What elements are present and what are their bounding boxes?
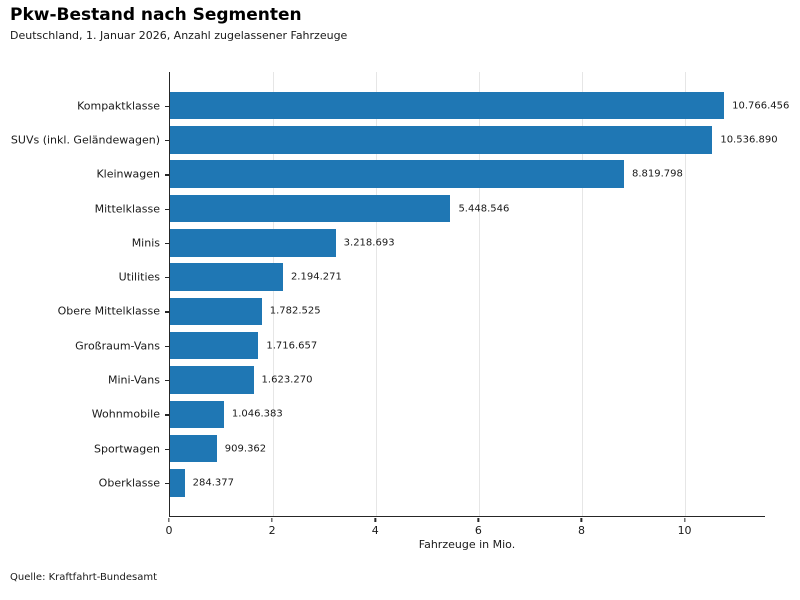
y-tick (165, 208, 169, 210)
value-label: 3.218.693 (343, 237, 395, 249)
x-tick (168, 518, 170, 522)
category-label: Wohnmobile (91, 407, 160, 421)
category-label: Minis (131, 236, 160, 250)
bar (170, 91, 725, 120)
category-label: Utilities (118, 270, 160, 284)
bar-row: Sportwagen 909.362 (94, 432, 765, 466)
category-label: Oberklasse (98, 476, 160, 490)
x-tick (374, 518, 376, 522)
category-label: Sportwagen (94, 442, 160, 456)
x-axis: 0 2 4 6 8 10 (165, 517, 765, 541)
y-tick (165, 242, 169, 245)
value-label: 284.377 (192, 477, 234, 489)
source-note: Quelle: Kraftfahrt-Bundesamt (10, 572, 157, 583)
x-tick-label: 8 (577, 524, 585, 537)
bar (170, 469, 185, 497)
y-tick (165, 139, 169, 142)
y-tick (165, 277, 169, 279)
gridline (478, 72, 480, 516)
value-label: 5.448.546 (458, 203, 510, 215)
chart-title: Pkw-Bestand nach Segmenten (10, 5, 302, 25)
bar (170, 400, 224, 429)
category-label: Obere Mittelklasse (57, 304, 160, 318)
x-tick-label: 2 (268, 524, 276, 537)
gridline (375, 72, 377, 516)
y-tick (165, 105, 169, 107)
gridline (581, 72, 583, 516)
bar (170, 194, 451, 223)
bar (170, 126, 713, 154)
value-label: 10.536.890 (720, 134, 778, 146)
category-label: SUVs (inkl. Geländewagen) (10, 133, 160, 147)
category-label: Mittelklasse (94, 202, 160, 216)
value-label: 10.766.456 (732, 100, 790, 112)
bar-row: Kleinwagen 8.819.798 (96, 157, 765, 191)
bar (170, 434, 217, 463)
bar-row: SUVs (inkl. Geländewagen) 10.536.890 (11, 123, 778, 157)
value-label: 1.716.657 (266, 340, 318, 352)
bar-row: Oberklasse 284.377 (99, 466, 765, 500)
x-tick-label: 10 (677, 524, 692, 537)
x-tick (271, 518, 273, 522)
bar-row: Utilities 2.194.271 (119, 260, 765, 294)
category-label: Großraum-Vans (75, 339, 160, 353)
bar (170, 366, 254, 394)
bar (170, 263, 283, 291)
bar-row: Mittelklasse 5.448.546 (95, 191, 765, 225)
value-label: 1.782.525 (269, 305, 321, 317)
plot-area: Kompaktklasse 10.766.456 SUVs (inkl. Gelän… (11, 72, 789, 517)
bar-row: Kompaktklasse 10.766.456 (77, 89, 789, 123)
bar-row: Wohnmobile 1.046.383 (92, 397, 765, 431)
chart-subtitle: Deutschland, 1. Januar 2026, Anzahl zuge… (10, 29, 348, 42)
bar-row: Mini-Vans 1.623.270 (108, 363, 765, 397)
bar (170, 331, 259, 360)
bar-row: Minis 3.218.693 (132, 226, 765, 260)
y-tick (165, 414, 169, 416)
y-tick (165, 380, 169, 382)
y-tick (165, 448, 169, 450)
value-label: 1.623.270 (261, 374, 313, 386)
x-tick (683, 518, 686, 522)
gridline (272, 72, 274, 516)
x-tick-label: 6 (474, 524, 482, 537)
y-tick (165, 311, 169, 313)
value-label: 2.194.271 (290, 271, 342, 283)
x-axis-label: Fahrzeuge in Mio. (418, 538, 516, 551)
x-tick-label: 0 (165, 524, 173, 537)
category-label: Mini-Vans (107, 373, 160, 387)
x-tick-label: 4 (371, 524, 379, 537)
bar (170, 160, 624, 188)
category-label: Kleinwagen (96, 167, 160, 181)
bar (170, 297, 262, 326)
y-tick (165, 345, 169, 348)
value-label: 909.362 (224, 443, 267, 455)
y-tick (165, 482, 169, 485)
y-tick (165, 174, 169, 176)
bar-row: Obere Mittelklasse 1.782.525 (58, 294, 765, 328)
gridline (684, 72, 686, 516)
bar (170, 229, 336, 257)
category-label: Kompaktklasse (77, 99, 160, 113)
bar-row: Großraum-Vans 1.716.657 (75, 329, 765, 363)
x-tick (580, 518, 583, 522)
x-tick (477, 518, 479, 522)
value-label: 1.046.383 (231, 408, 283, 420)
value-label: 8.819.798 (631, 168, 683, 180)
